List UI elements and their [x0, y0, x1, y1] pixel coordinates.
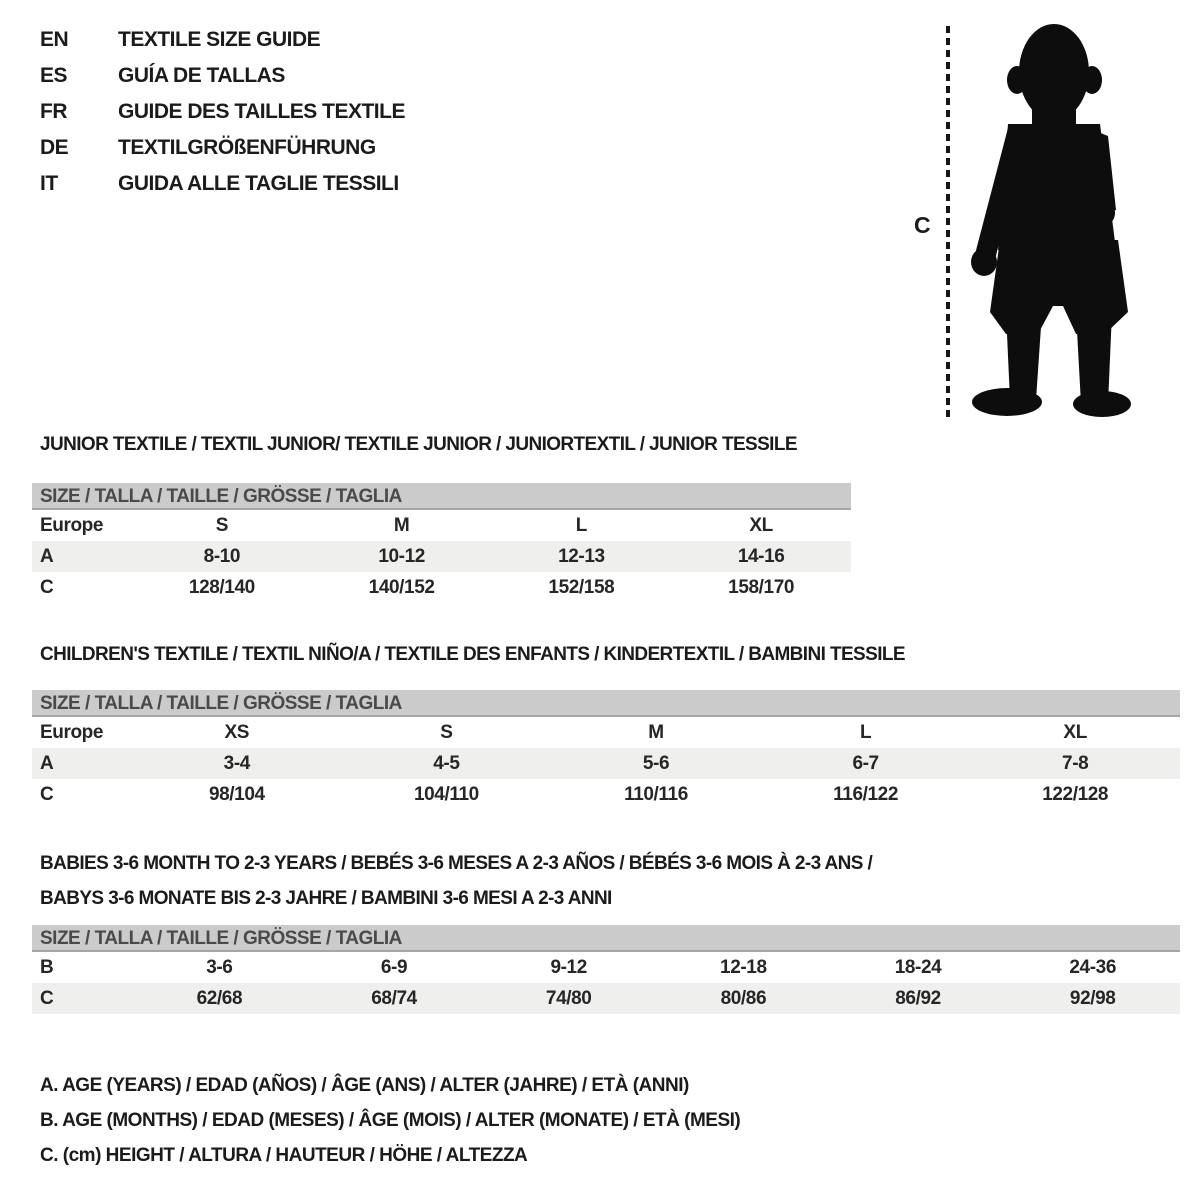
size-header-bar: SIZE / TALLA / TAILLE / GRÖSSE / TAGLIA: [32, 690, 1180, 717]
age-cell: 9-12: [550, 956, 587, 978]
height-measure-label: C: [914, 212, 931, 238]
language-code: ES: [40, 64, 68, 87]
age-cell: 4-5: [433, 752, 460, 774]
row-label: C: [40, 987, 54, 1009]
height-cell: 62/68: [196, 987, 243, 1009]
measurement-legend: A. AGE (YEARS) / EDAD (AÑOS) / ÂGE (ANS)…: [40, 1068, 741, 1173]
age-cell: 8-10: [203, 545, 241, 567]
junior-size-table: SIZE / TALLA / TAILLE / GRÖSSE / TAGLIA …: [32, 483, 851, 603]
size-cell: XL: [1063, 721, 1087, 743]
height-cell: 80/86: [720, 987, 767, 1009]
height-cell: 152/158: [548, 576, 615, 598]
language-row-de: DE TEXTILGRÖßENFÜHRUNG: [40, 130, 405, 166]
height-cell: 128/140: [188, 576, 255, 598]
table-row-age-years: A 3-4 4-5 5-6 6-7 7-8: [32, 748, 1180, 779]
table-row-height-cm: C 128/140 140/152 152/158 158/170: [32, 572, 851, 603]
babies-title-line2: BABYS 3-6 MONATE BIS 2-3 JAHRE / BAMBINI…: [40, 888, 612, 909]
size-cell: S: [440, 721, 453, 743]
language-code: IT: [40, 172, 58, 195]
table-row-height-cm: C 62/68 68/74 74/80 80/86 86/92 92/98: [32, 983, 1180, 1014]
babies-title-line1: BABIES 3-6 MONTH TO 2-3 YEARS / BEBÉS 3-…: [40, 853, 873, 874]
age-cell: 5-6: [642, 752, 670, 774]
age-cell: 24-36: [1069, 956, 1116, 978]
height-cell: 110/116: [624, 783, 688, 805]
row-label: A: [40, 545, 54, 567]
size-cell: M: [648, 721, 664, 743]
language-guide-title: GUIDA ALLE TAGLIE TESSILI: [118, 172, 399, 195]
size-cell: L: [575, 514, 588, 536]
size-header-bar: SIZE / TALLA / TAILLE / GRÖSSE / TAGLIA: [32, 483, 851, 510]
babies-section-title: BABIES 3-6 MONTH TO 2-3 YEARS / BEBÉS 3-…: [40, 846, 873, 916]
age-cell: 18-24: [894, 956, 942, 978]
language-code: EN: [40, 28, 69, 51]
height-measure-dashed-line: [946, 26, 950, 418]
language-code: FR: [40, 100, 68, 123]
language-row-fr: FR GUIDE DES TAILLES TEXTILE: [40, 94, 405, 130]
size-header-bar: SIZE / TALLA / TAILLE / GRÖSSE / TAGLIA: [32, 925, 1180, 952]
children-section-title: CHILDREN'S TEXTILE / TEXTIL NIÑO/A / TEX…: [40, 644, 906, 665]
legend-height-cm: C. (cm) HEIGHT / ALTURA / HAUTEUR / HÖHE…: [40, 1145, 528, 1166]
language-code: DE: [40, 136, 69, 159]
size-cell: S: [215, 514, 229, 536]
legend-age-years: A. AGE (YEARS) / EDAD (AÑOS) / ÂGE (ANS)…: [40, 1075, 689, 1096]
height-cell: 92/98: [1069, 987, 1116, 1009]
row-label: Europe: [40, 514, 104, 536]
table-row-age-months: B 3-6 6-9 9-12 12-18 18-24 24-36: [32, 952, 1180, 983]
age-cell: 6-7: [852, 752, 879, 774]
toddler-silhouette-icon: [971, 24, 1131, 417]
children-size-table: SIZE / TALLA / TAILLE / GRÖSSE / TAGLIA …: [32, 690, 1180, 810]
height-cell: 86/92: [895, 987, 941, 1009]
size-cell: XL: [749, 514, 773, 536]
language-title-list: EN TEXTILE SIZE GUIDE ES GUÍA DE TALLAS …: [40, 22, 405, 202]
table-row-height-cm: C 98/104 104/110 110/116 116/122 122/128: [32, 779, 1180, 810]
row-label: C: [40, 783, 54, 805]
size-cell: M: [393, 514, 410, 536]
row-label: Europe: [40, 721, 104, 743]
size-cell: XS: [224, 721, 250, 743]
height-cell: 98/104: [208, 783, 265, 805]
age-cell: 14-16: [737, 545, 785, 567]
age-cell: 3-6: [206, 956, 233, 978]
language-row-it: IT GUIDA ALLE TAGLIE TESSILI: [40, 166, 405, 202]
size-cell: L: [859, 721, 872, 743]
row-label: B: [40, 956, 54, 978]
height-cell: 104/110: [413, 783, 479, 805]
table-row-europe: Europe XS S M L XL: [32, 717, 1180, 748]
junior-section-title: JUNIOR TEXTILE / TEXTIL JUNIOR/ TEXTILE …: [40, 434, 798, 455]
language-guide-title: GUÍA DE TALLAS: [118, 64, 285, 87]
age-cell: 12-18: [720, 956, 767, 978]
language-row-es: ES GUÍA DE TALLAS: [40, 58, 405, 94]
age-cell: 10-12: [378, 545, 425, 567]
age-cell: 7-8: [1062, 752, 1089, 774]
age-cell: 6-9: [380, 956, 408, 978]
legend-age-months: B. AGE (MONTHS) / EDAD (MESES) / ÂGE (MO…: [40, 1110, 741, 1131]
age-cell: 3-4: [223, 752, 251, 774]
height-cell: 140/152: [368, 576, 435, 598]
row-label: A: [40, 752, 54, 774]
table-row-age-years: A 8-10 10-12 12-13 14-16: [32, 541, 851, 572]
language-guide-title: GUIDE DES TAILLES TEXTILE: [118, 100, 405, 123]
height-cell: 122/128: [1042, 783, 1109, 805]
height-cell: 68/74: [371, 987, 417, 1009]
age-cell: 12-13: [558, 545, 605, 567]
language-row-en: EN TEXTILE SIZE GUIDE: [40, 22, 405, 58]
language-guide-title: TEXTILGRÖßENFÜHRUNG: [118, 136, 376, 159]
table-row-europe: Europe S M L XL: [32, 510, 851, 541]
height-cell: 74/80: [545, 987, 592, 1009]
babies-size-table: SIZE / TALLA / TAILLE / GRÖSSE / TAGLIA …: [32, 925, 1180, 1014]
height-cell: 116/122: [833, 783, 898, 805]
row-label: C: [40, 576, 54, 598]
language-guide-title: TEXTILE SIZE GUIDE: [118, 28, 321, 51]
height-cell: 158/170: [728, 576, 795, 598]
